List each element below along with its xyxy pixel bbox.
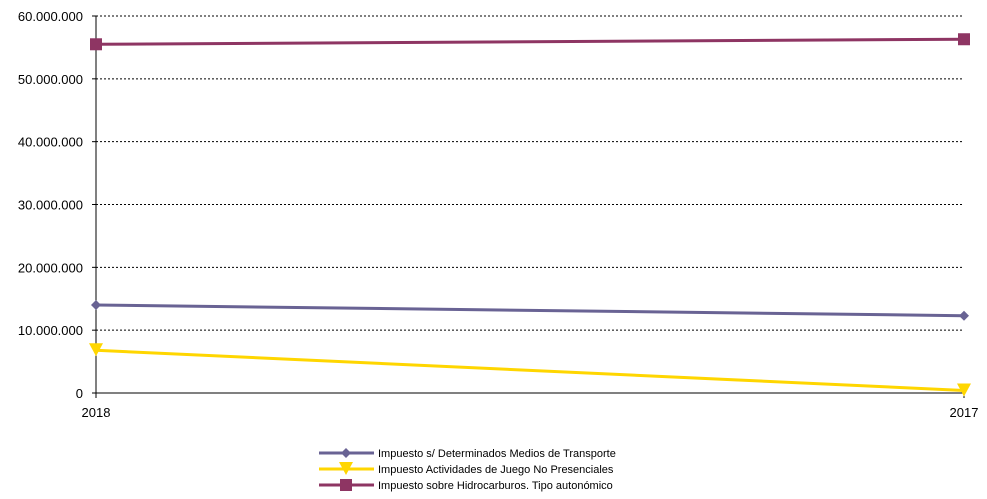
series-line — [95, 303, 965, 318]
legend-item: Impuesto Actividades de Juego No Presenc… — [319, 462, 614, 476]
y-tick-label: 10.000.000 — [18, 323, 83, 338]
data-point — [957, 383, 971, 397]
data-point — [89, 343, 103, 357]
y-tick-label: 20.000.000 — [18, 260, 83, 275]
x-tick-label: 2018 — [82, 405, 111, 420]
data-point — [90, 38, 102, 51]
series-0 — [91, 300, 969, 321]
legend-label: Impuesto s/ Determinados Medios de Trans… — [378, 448, 616, 460]
series-1 — [89, 343, 971, 397]
data-point — [959, 310, 969, 321]
series-line — [95, 37, 965, 46]
legend-label: Impuesto Actividades de Juego No Presenc… — [378, 464, 614, 476]
legend: Impuesto s/ Determinados Medios de Trans… — [319, 448, 616, 492]
legend-item: Impuesto sobre Hidrocarburos. Tipo auton… — [319, 479, 613, 492]
y-tick-label: 50.000.000 — [18, 72, 83, 87]
x-axis-ticks: 2018 2017 — [82, 393, 979, 420]
data-point — [91, 300, 101, 311]
legend-swatch-marker — [339, 462, 353, 475]
data-point — [958, 33, 970, 46]
series-group — [89, 33, 971, 397]
x-tick-label: 2017 — [950, 405, 979, 420]
gridlines — [96, 15, 964, 331]
y-tick-label: 0 — [76, 386, 83, 401]
legend-swatch-marker — [341, 448, 351, 458]
y-tick-label: 40.000.000 — [18, 135, 83, 150]
legend-label: Impuesto sobre Hidrocarburos. Tipo auton… — [378, 480, 613, 492]
y-tick-label: 30.000.000 — [18, 198, 83, 213]
y-axis-ticks: 0 10.000.000 20.000.000 30.000.000 40.000.00… — [18, 9, 96, 401]
legend-swatch-marker — [340, 479, 352, 491]
series-line — [95, 348, 965, 392]
series-2 — [90, 33, 970, 51]
legend-item: Impuesto s/ Determinados Medios de Trans… — [319, 448, 616, 460]
y-tick-label: 60.000.000 — [18, 9, 83, 24]
